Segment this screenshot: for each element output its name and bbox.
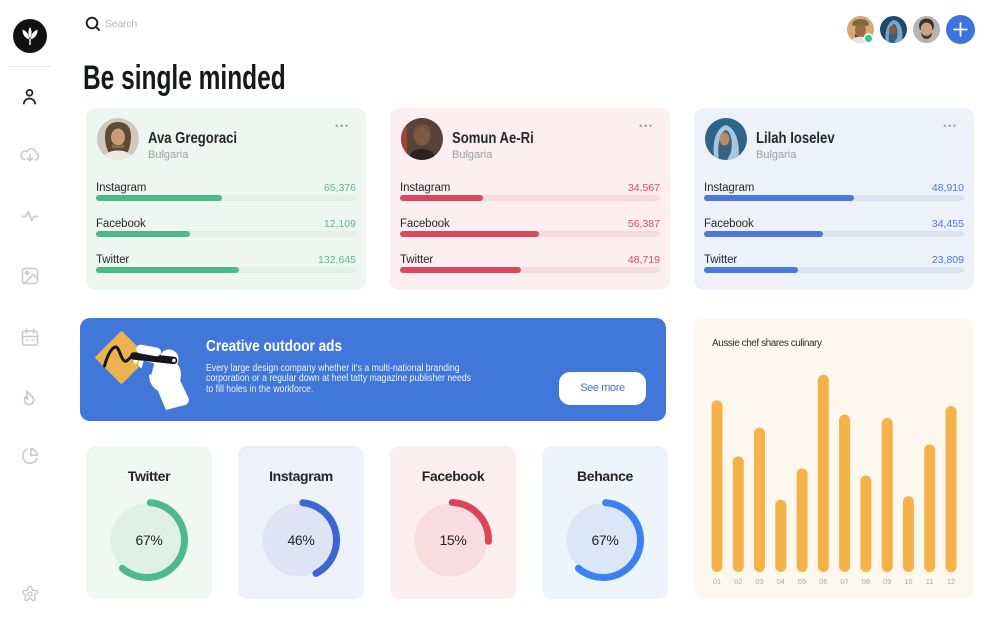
svg-text:05: 05 — [798, 577, 806, 586]
svg-text:01: 01 — [713, 577, 721, 586]
svg-text:09: 09 — [883, 577, 891, 586]
svg-text:04: 04 — [777, 577, 785, 586]
svg-text:08: 08 — [862, 577, 870, 586]
svg-text:03: 03 — [755, 577, 763, 586]
svg-text:06: 06 — [819, 577, 827, 586]
svg-text:12: 12 — [947, 577, 955, 586]
svg-text:11: 11 — [926, 577, 934, 586]
svg-text:07: 07 — [840, 577, 848, 586]
svg-text:02: 02 — [734, 577, 742, 586]
svg-text:10: 10 — [904, 577, 912, 586]
